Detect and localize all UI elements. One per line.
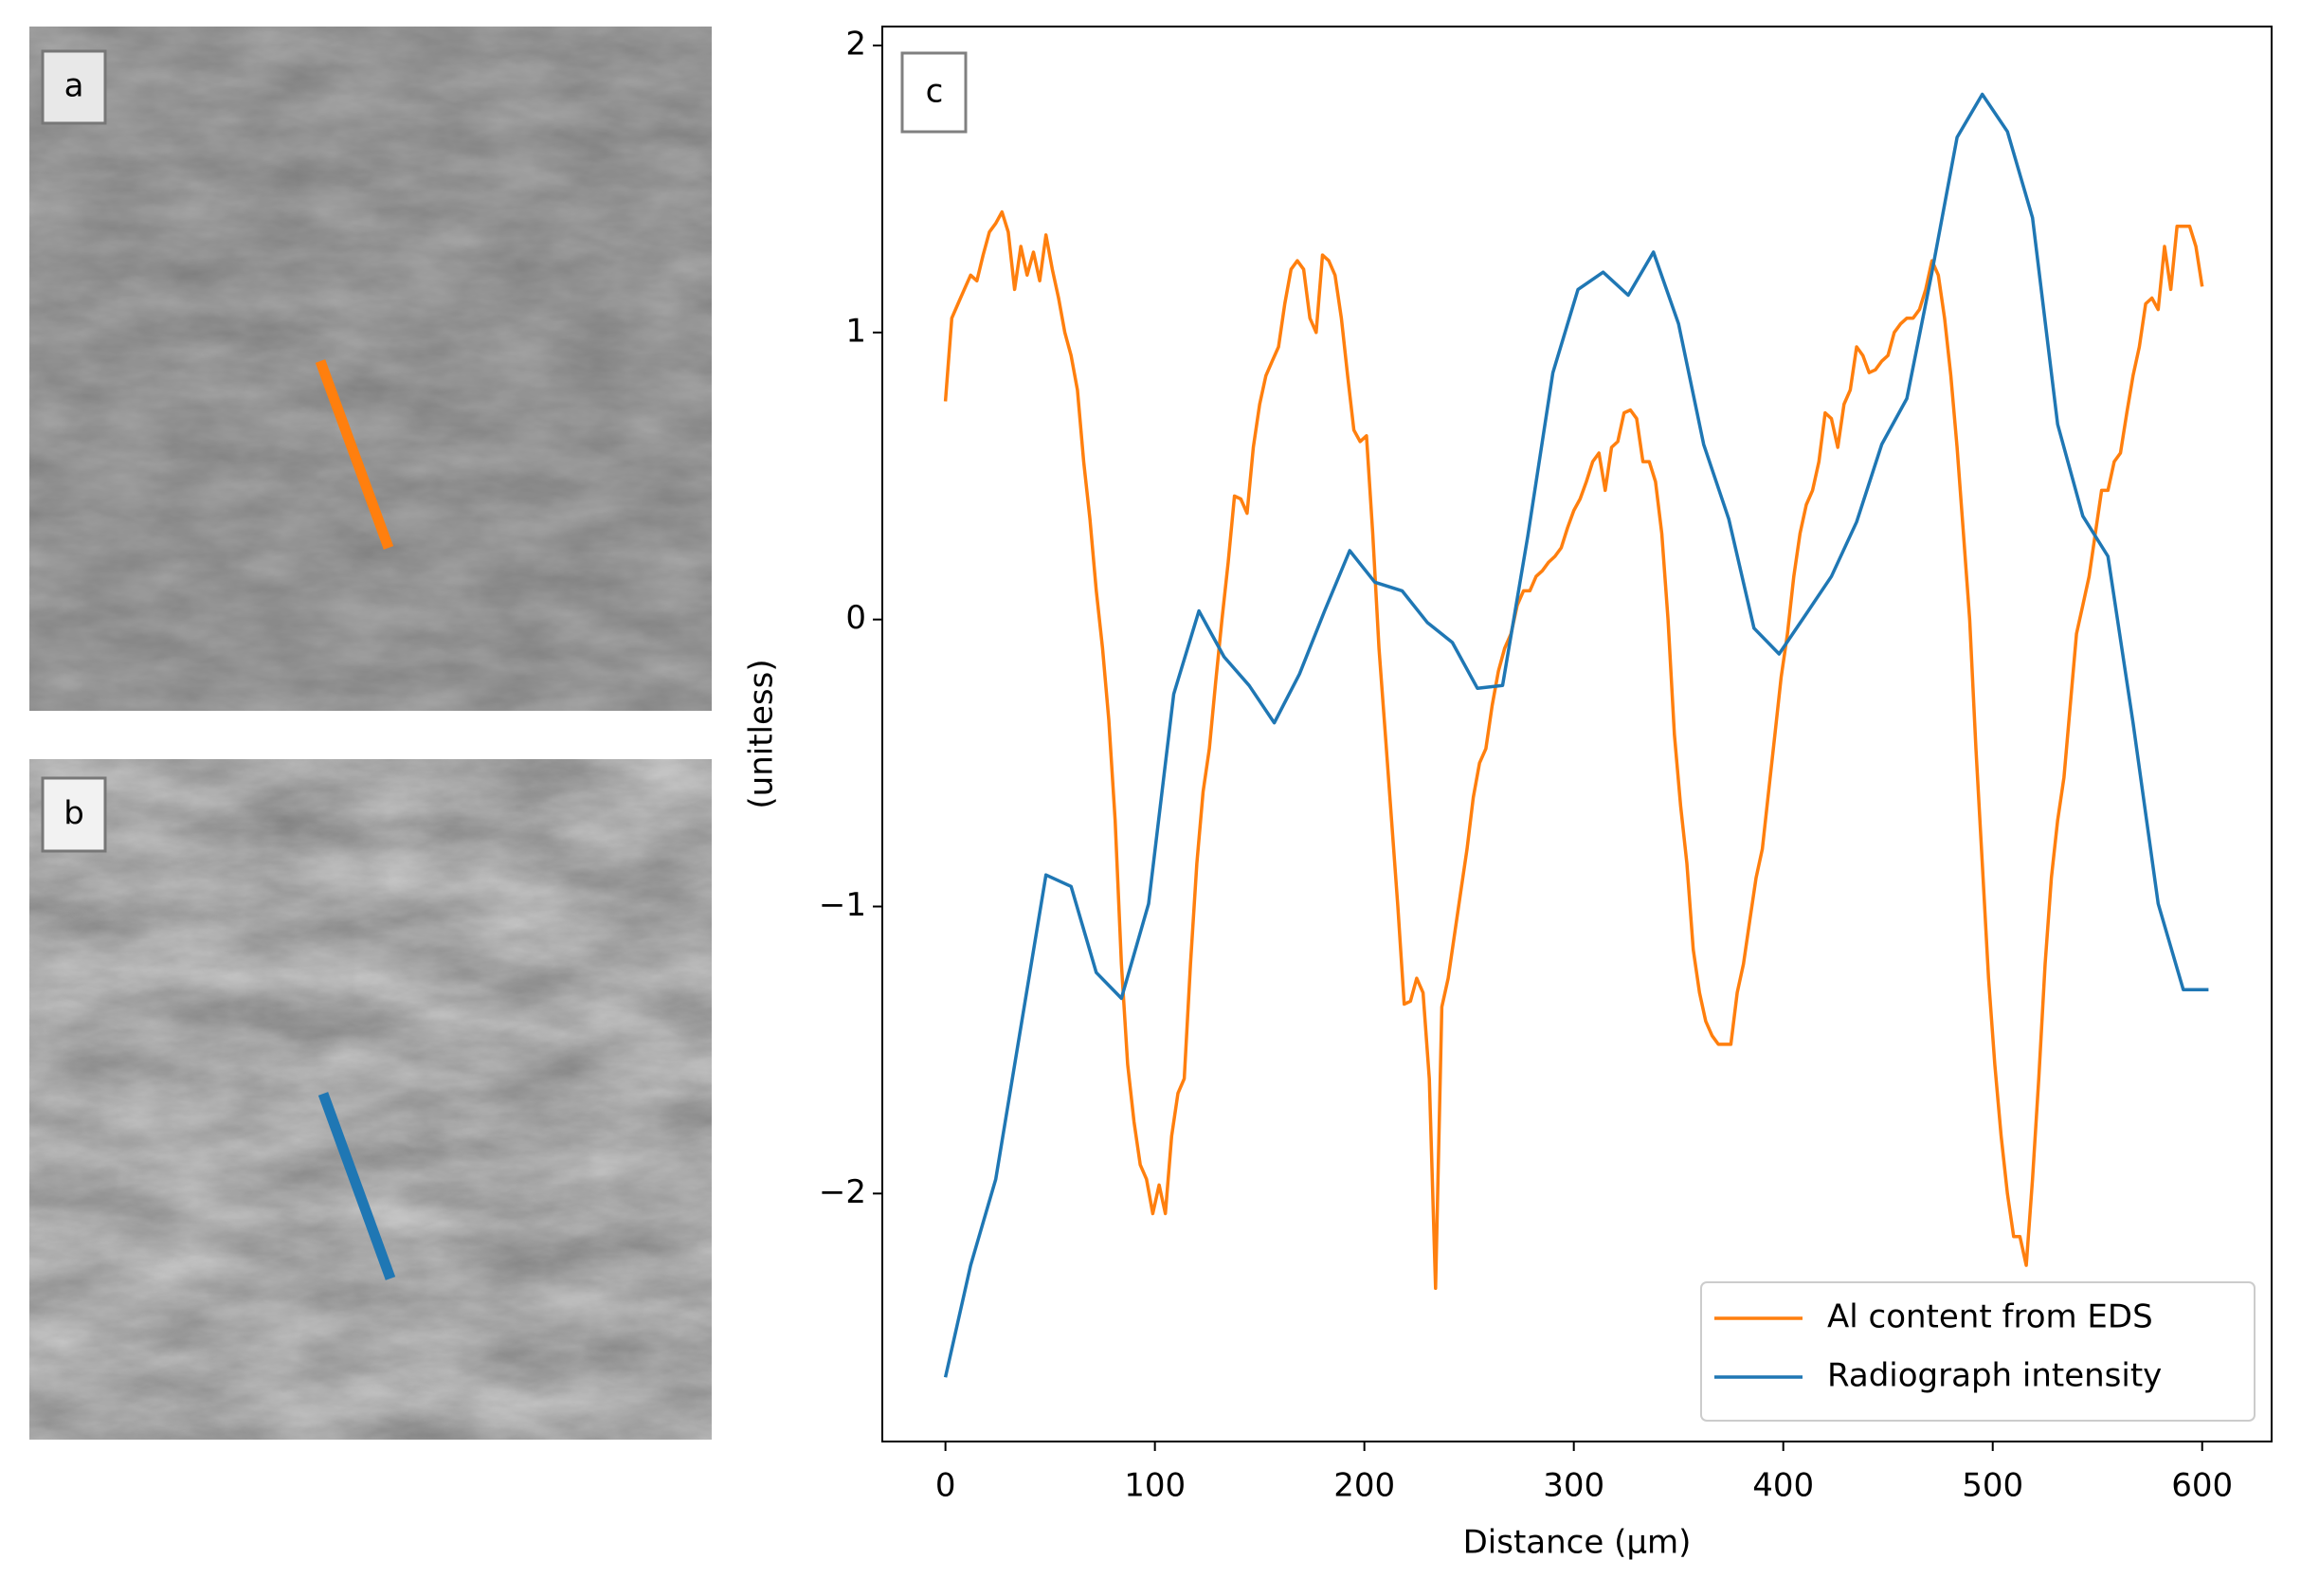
series-line [943,92,2209,1378]
x-axis-label: Distance (μm) [1463,1524,1692,1562]
y-tick-label: 1 [845,312,866,350]
legend-box [1700,1281,2256,1422]
y-axis-label: (unitless) [743,659,781,808]
panel-label-box [41,776,107,853]
y-tick-label: −2 [819,1173,866,1211]
image-panel-b: b [29,759,712,1440]
radiograph-line-overlay [317,1092,396,1280]
y-tick-label: −1 [819,886,866,924]
plot-c: 0 100 200 300 400 500 600 −2 −1 0 1 2 Distance (μm) (… [743,25,2273,1562]
panel-label-box [41,49,107,125]
x-tick-label: 500 [1962,1467,2023,1505]
x-tick-label: 200 [1333,1467,1395,1505]
x-tick-label: 300 [1543,1467,1604,1505]
legend-label: Al content from EDS [1827,1298,2153,1336]
x-tick-label: 100 [1124,1467,1186,1505]
panel-label: a [64,67,84,105]
series-line [943,209,2204,1291]
eds-line-overlay [315,359,394,550]
panel-label: b [63,795,84,833]
sem-texture [29,27,712,711]
y-tick-label: 0 [845,599,866,637]
axes-frame [881,26,2273,1442]
panel-label-box [900,51,968,134]
x-tick-label: 0 [935,1467,956,1505]
y-tick-label: 2 [845,25,866,63]
x-tick-label: 400 [1752,1467,1814,1505]
legend-label: Radiograph intensity [1827,1357,2162,1395]
panel-label: c [926,73,944,111]
image-panel-a: a [29,27,712,711]
x-tick-label: 600 [2171,1467,2233,1505]
radiograph-texture [29,759,712,1440]
